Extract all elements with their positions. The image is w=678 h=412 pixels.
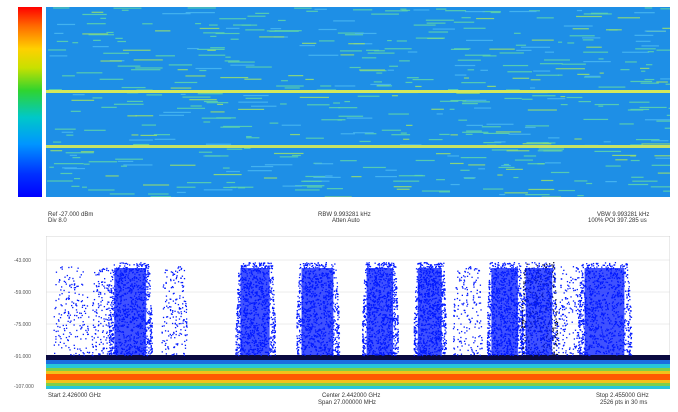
noise-floor-band [46, 364, 670, 368]
ref-level-label: Ref -27.000 dBm [48, 212, 94, 218]
noise-floor-band [46, 368, 670, 371]
y-tick-label: -75.000 [14, 322, 31, 328]
signal-burst [235, 262, 277, 357]
start-frequency-label: Start 2.426000 GHz [48, 393, 102, 399]
y-tick-label: -91.000 [14, 354, 31, 360]
signal-burst [577, 262, 633, 357]
vbw-label: VBW 9.993281 kHz [597, 212, 650, 218]
span-label: Span 27.000000 MHz [318, 400, 377, 406]
signal-burst [452, 266, 483, 357]
y-tick-label: -107.000 [14, 384, 34, 390]
signal-burst [53, 266, 91, 357]
spectrum-display [46, 236, 670, 389]
noise-floor-band [46, 355, 670, 360]
noise-floor-band [46, 371, 670, 374]
signal-burst [91, 267, 115, 357]
noise-floor-band [46, 383, 670, 386]
y-tick-label: -59.000 [14, 290, 31, 296]
div-label: Div 8.0 [48, 218, 67, 224]
noise-floor-band [46, 360, 670, 364]
y-tick-label: -43.000 [14, 258, 31, 264]
signal-burst [108, 262, 153, 357]
atten-label: Atten Auto [332, 218, 360, 224]
poi-label: 100% POI 397.285 us [588, 218, 647, 224]
stop-frequency-label: Stop 2.455000 GHz [596, 393, 649, 399]
waterfall-noise [46, 7, 670, 197]
signal-burst [161, 266, 188, 357]
waterfall-display [46, 7, 670, 197]
waterfall-trace-line [46, 145, 670, 148]
points-label: 2526 pts in 30 ms [600, 400, 648, 406]
signal-burst [557, 266, 584, 357]
noise-floor-band [46, 380, 670, 383]
noise-floor-band [46, 374, 670, 380]
signal-burst [413, 262, 448, 357]
signal-burst [296, 262, 341, 357]
signal-burst [486, 262, 524, 357]
center-frequency-label: Center 2.442000 GHz [322, 393, 381, 399]
signal-burst [361, 262, 400, 357]
noise-floor-band [46, 386, 670, 389]
color-scale-bar [18, 7, 42, 197]
signal-burst [521, 262, 559, 357]
waterfall-trace-line [46, 90, 670, 93]
rbw-label: RBW 9.993281 kHz [318, 212, 371, 218]
